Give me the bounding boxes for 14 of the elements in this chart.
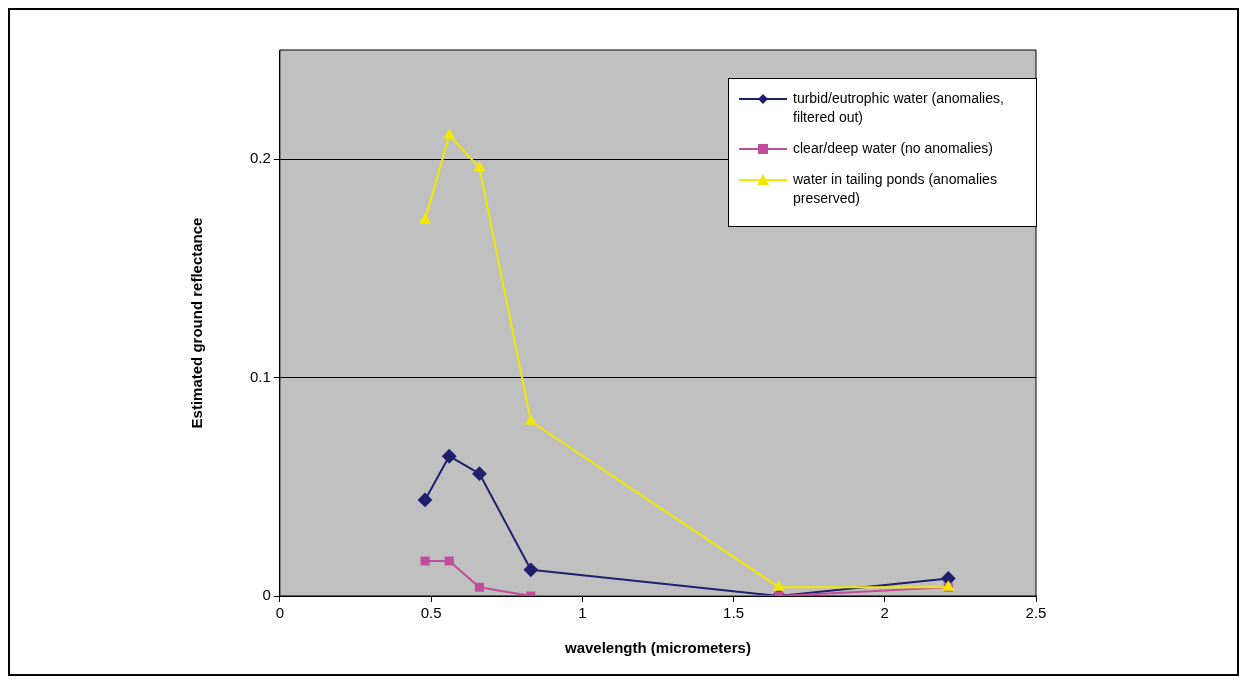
x-tick-label: 2.5: [1025, 604, 1047, 622]
x-tick-label: 2: [880, 604, 889, 622]
legend-label: water in tailing ponds (anomalies preserved): [793, 170, 998, 208]
y-tick-label: 0.2: [249, 149, 271, 167]
x-tick-label: 0: [275, 604, 285, 622]
y-axis-title: Estimated ground reflectance: [188, 217, 206, 429]
x-axis-title: wavelength (micrometers): [563, 639, 751, 657]
y-tick-label: 0: [262, 586, 271, 604]
x-tick-label: 1: [578, 604, 587, 622]
y-tick-label: 0.1: [249, 367, 271, 385]
legend-label: clear/deep water (no anomalies): [793, 139, 994, 158]
legend-label: turbid/eutrophic water (anomalies, filtered out): [793, 89, 1005, 127]
x-tick-label: 0.5: [420, 604, 442, 622]
x-tick-label: 1.5: [723, 604, 744, 622]
